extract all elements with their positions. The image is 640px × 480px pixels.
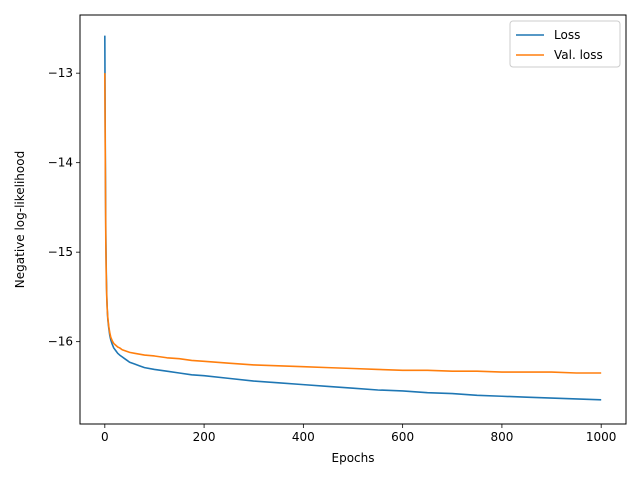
y-tick-label: −13 bbox=[48, 66, 73, 80]
x-axis: 0 200 400 600 800 1000 bbox=[101, 424, 616, 444]
y-tick-label: −16 bbox=[48, 335, 73, 349]
x-tick-label: 1000 bbox=[586, 430, 617, 444]
legend: Loss Val. loss bbox=[509, 20, 621, 68]
y-axis: −13 −14 −15 −16 bbox=[48, 66, 80, 349]
plot-frame bbox=[79, 14, 627, 425]
x-tick-label: 400 bbox=[292, 430, 315, 444]
x-tick-label: 0 bbox=[101, 430, 109, 444]
series-layer bbox=[104, 35, 602, 401]
x-tick-label: 800 bbox=[490, 430, 513, 444]
y-tick-label: −15 bbox=[48, 245, 73, 259]
y-tick-label: −14 bbox=[48, 156, 73, 170]
legend-label: Loss bbox=[554, 28, 580, 42]
x-tick-label: 200 bbox=[193, 430, 216, 444]
x-axis-label: Epochs bbox=[332, 451, 375, 465]
y-axis-label: Negative log-likelihood bbox=[13, 151, 27, 288]
x-tick-label: 600 bbox=[391, 430, 414, 444]
series-line-2 bbox=[104, 73, 602, 374]
legend-label: Val. loss bbox=[554, 48, 603, 62]
